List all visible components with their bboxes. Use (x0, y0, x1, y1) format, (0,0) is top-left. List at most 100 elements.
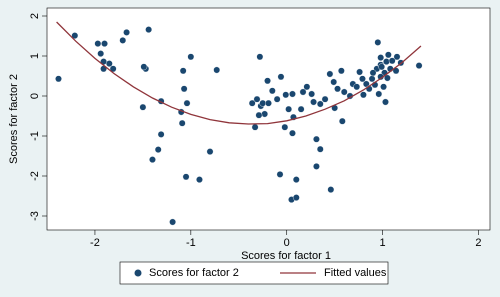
y-tick-label: 2 (29, 13, 41, 19)
data-point (281, 123, 289, 131)
data-point (321, 95, 329, 103)
data-point (256, 53, 264, 61)
data-point (178, 119, 186, 127)
data-point (292, 194, 300, 202)
data-point (337, 67, 345, 75)
data-point (359, 75, 366, 83)
data-point (276, 170, 284, 178)
data-point (316, 145, 324, 153)
data-point (261, 110, 269, 118)
data-point (182, 173, 190, 181)
x-tick-label: -1 (186, 237, 196, 249)
data-point (139, 103, 147, 111)
y-tick-label: 0 (29, 93, 41, 99)
data-point (377, 54, 385, 61)
data-point (119, 37, 127, 44)
data-point (360, 91, 367, 99)
data-point (388, 57, 396, 65)
data-point (149, 156, 156, 164)
data-point (368, 75, 376, 83)
data-point (196, 176, 203, 184)
data-point (273, 95, 281, 103)
data-point (277, 73, 285, 81)
data-point (356, 68, 363, 76)
data-point (310, 98, 317, 106)
data-point (105, 60, 113, 67)
data-point (265, 99, 272, 107)
data-point (308, 90, 316, 98)
data-point (289, 90, 296, 98)
data-point (334, 85, 341, 93)
legend-label: Scores for factor 2 (149, 267, 239, 279)
data-point (289, 129, 296, 137)
data-point (180, 85, 188, 93)
data-point (55, 75, 62, 83)
data-point (264, 77, 271, 85)
data-point (179, 67, 187, 75)
y-tick-label: -2 (29, 171, 41, 181)
y-tick-label: -1 (29, 131, 41, 141)
fitted-line (56, 21, 422, 125)
data-point (330, 78, 338, 86)
data-point (71, 32, 79, 39)
data-point (206, 148, 214, 156)
data-point (109, 65, 117, 73)
data-point (248, 99, 256, 107)
data-point (313, 162, 320, 170)
y-tick-label: -3 (29, 211, 41, 221)
data-point (251, 123, 259, 131)
data-point (101, 40, 108, 47)
y-tick-label: 1 (29, 53, 41, 59)
data-point (268, 87, 276, 95)
data-point (213, 66, 221, 74)
data-point (340, 88, 348, 96)
data-point (154, 146, 162, 154)
data-point (384, 51, 392, 59)
data-point (369, 69, 377, 77)
data-point (375, 90, 383, 98)
x-tick-label: 2 (475, 237, 481, 249)
x-axis-title: Scores for factor 1 (241, 250, 331, 262)
data-point (94, 40, 102, 47)
data-point (378, 63, 386, 71)
data-point (303, 83, 311, 91)
x-tick-label: 0 (284, 237, 290, 249)
data-point (384, 74, 391, 82)
legend-marker (134, 269, 142, 277)
data-point (383, 58, 390, 65)
legend-label: Fitted values (324, 267, 387, 279)
data-point (157, 130, 165, 138)
data-point (253, 95, 261, 103)
data-point (374, 39, 382, 46)
data-point (145, 26, 153, 33)
x-tick-label: -2 (90, 237, 100, 249)
plot-area (46, 7, 491, 231)
data-point (282, 91, 290, 99)
data-point (187, 53, 195, 61)
data-point (316, 100, 324, 108)
data-point (353, 83, 361, 91)
data-point (415, 62, 423, 69)
data-point (292, 176, 300, 184)
y-axis-title: Scores for factor 2 (8, 74, 20, 164)
legend (119, 261, 389, 285)
data-point (169, 218, 177, 226)
data-point (297, 105, 305, 113)
data-point (259, 99, 267, 107)
data-point (326, 70, 334, 78)
x-tick-label: 1 (380, 237, 386, 249)
data-point (338, 117, 346, 125)
data-point (382, 98, 389, 106)
data-point (313, 135, 320, 143)
data-point (97, 50, 105, 57)
data-point (123, 29, 130, 36)
data-point (299, 88, 307, 96)
data-point (380, 83, 387, 91)
data-point (140, 63, 148, 71)
data-point (255, 111, 263, 119)
data-point (285, 105, 293, 113)
data-point (327, 186, 335, 194)
data-point (183, 99, 191, 107)
data-point (393, 53, 401, 61)
